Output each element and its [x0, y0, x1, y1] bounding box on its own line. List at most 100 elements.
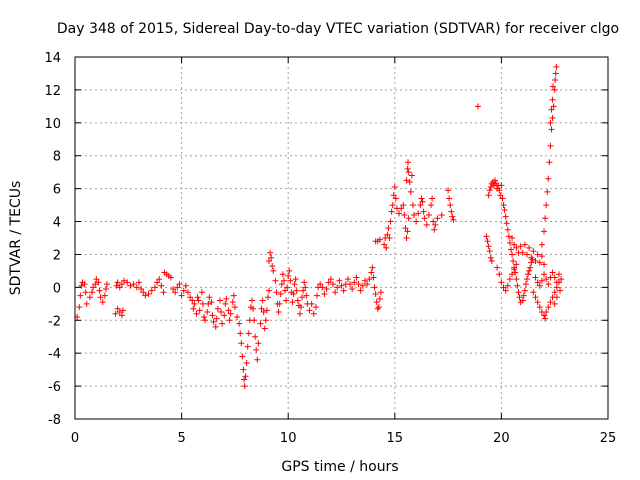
data-point	[541, 271, 548, 278]
data-point	[76, 304, 83, 311]
data-point	[547, 142, 554, 149]
data-point	[178, 292, 185, 299]
grid-lines	[75, 57, 608, 419]
data-point	[193, 310, 200, 317]
data-point	[113, 282, 120, 289]
data-point	[516, 294, 523, 301]
data-point	[252, 333, 259, 340]
data-point	[340, 287, 347, 294]
data-point	[99, 299, 106, 306]
data-point	[284, 284, 291, 291]
data-point	[189, 297, 196, 304]
data-point	[182, 282, 189, 289]
data-point	[506, 239, 513, 246]
data-point	[299, 294, 306, 301]
data-point	[377, 289, 384, 296]
data-point	[78, 282, 85, 289]
y-tick-label: 4	[53, 216, 61, 231]
data-point	[398, 205, 405, 212]
data-point	[251, 317, 258, 324]
data-point	[285, 272, 292, 279]
data-point	[267, 249, 274, 256]
data-point	[231, 304, 238, 311]
data-point	[432, 221, 439, 228]
data-point	[317, 281, 324, 288]
data-point	[264, 294, 271, 301]
data-point	[503, 220, 510, 227]
data-point	[485, 243, 492, 250]
data-point	[258, 305, 265, 312]
data-point	[421, 215, 428, 222]
y-axis-ticks: -8 -6 -4 -2 0 2 4 6 8 10 12 14	[44, 51, 608, 428]
data-point	[555, 271, 562, 278]
data-point	[438, 211, 445, 218]
data-point	[239, 353, 246, 360]
data-point	[498, 182, 505, 189]
data-point	[552, 70, 559, 77]
data-point	[325, 279, 332, 286]
data-point	[243, 360, 250, 367]
data-point	[517, 243, 524, 250]
data-point	[401, 211, 408, 218]
data-point	[260, 309, 267, 316]
data-point	[542, 315, 549, 322]
data-point	[273, 289, 280, 296]
data-point	[509, 251, 516, 258]
data-point	[372, 290, 379, 297]
chart-title: Day 348 of 2015, Sidereal Day-to-day VTE…	[57, 21, 619, 37]
data-point	[407, 188, 414, 195]
data-point	[200, 313, 207, 320]
data-point	[300, 287, 307, 294]
data-point	[213, 315, 220, 322]
data-point	[302, 284, 309, 291]
data-point	[496, 271, 503, 278]
data-point	[504, 226, 511, 233]
data-point	[253, 346, 260, 353]
data-point	[549, 114, 556, 121]
data-point	[160, 289, 167, 296]
data-point	[121, 277, 128, 284]
data-point	[511, 266, 518, 273]
data-point	[548, 126, 555, 133]
data-point	[383, 244, 390, 251]
data-point	[190, 305, 197, 312]
data-point	[222, 300, 229, 307]
data-point	[446, 195, 453, 202]
data-point	[488, 258, 495, 265]
y-tick-label: 14	[44, 51, 61, 66]
data-point	[83, 300, 90, 307]
data-point	[140, 289, 147, 296]
data-point	[550, 103, 557, 110]
data-point	[225, 307, 232, 314]
data-point	[385, 225, 392, 232]
data-point	[520, 292, 527, 299]
y-tick-label: 2	[53, 248, 61, 263]
data-point	[310, 310, 317, 317]
x-axis-label: GPS time / hours	[281, 459, 398, 475]
data-point	[409, 202, 416, 209]
data-point	[336, 277, 343, 284]
data-point	[552, 77, 559, 84]
data-point	[286, 267, 293, 274]
data-point	[542, 215, 549, 222]
data-point	[95, 279, 102, 286]
data-point	[549, 96, 556, 103]
data-point	[103, 281, 110, 288]
data-points	[74, 63, 565, 390]
data-point	[89, 289, 96, 296]
data-point	[86, 294, 93, 301]
data-point	[553, 63, 560, 70]
data-point	[530, 289, 537, 296]
data-point	[255, 340, 262, 347]
data-point	[544, 188, 551, 195]
data-point	[513, 244, 520, 251]
data-point	[290, 290, 297, 297]
data-point	[118, 312, 125, 319]
x-tick-label: 15	[387, 431, 404, 446]
data-point	[359, 282, 366, 289]
y-tick-label: 10	[44, 117, 61, 132]
data-point	[263, 307, 270, 314]
data-point	[502, 287, 509, 294]
data-point	[266, 287, 273, 294]
